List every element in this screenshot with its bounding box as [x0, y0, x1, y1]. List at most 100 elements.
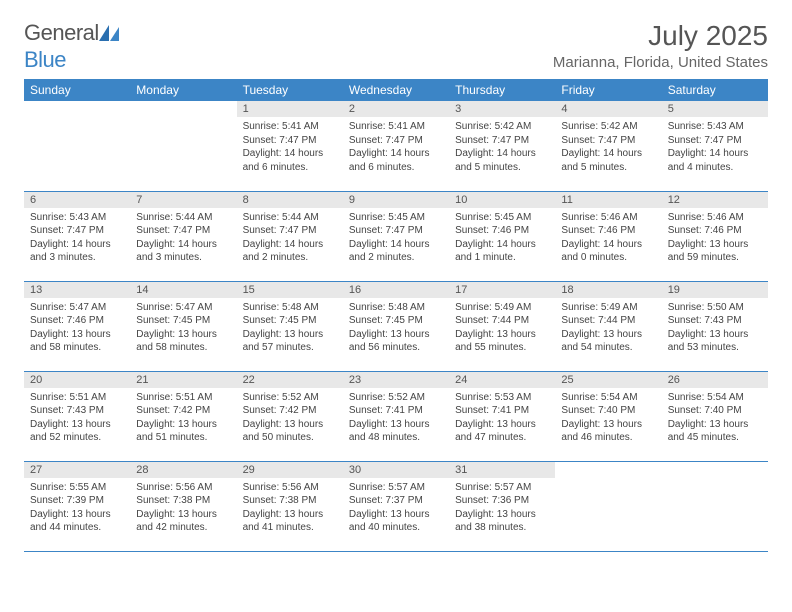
- day-header-tue: Tuesday: [237, 79, 343, 101]
- calendar-cell: 2Sunrise: 5:41 AMSunset: 7:47 PMDaylight…: [343, 101, 449, 191]
- sunrise-text: Sunrise: 5:41 AM: [243, 120, 337, 134]
- calendar-cell: 5Sunrise: 5:43 AMSunset: 7:47 PMDaylight…: [662, 101, 768, 191]
- sunset-text: Sunset: 7:43 PM: [30, 404, 124, 418]
- day-header-sat: Saturday: [662, 79, 768, 101]
- day-number: 16: [343, 282, 449, 298]
- sunset-text: Sunset: 7:47 PM: [243, 134, 337, 148]
- day-details: Sunrise: 5:48 AMSunset: 7:45 PMDaylight:…: [237, 298, 343, 359]
- sunset-text: Sunset: 7:47 PM: [30, 224, 124, 238]
- daylight-text: Daylight: 13 hours and 51 minutes.: [136, 418, 230, 445]
- sunset-text: Sunset: 7:39 PM: [30, 494, 124, 508]
- day-number: 6: [24, 192, 130, 208]
- daylight-text: Daylight: 13 hours and 41 minutes.: [243, 508, 337, 535]
- sunset-text: Sunset: 7:44 PM: [455, 314, 549, 328]
- day-details: Sunrise: 5:49 AMSunset: 7:44 PMDaylight:…: [449, 298, 555, 359]
- sunrise-text: Sunrise: 5:48 AM: [349, 301, 443, 315]
- sunrise-text: Sunrise: 5:44 AM: [243, 211, 337, 225]
- day-details: Sunrise: 5:44 AMSunset: 7:47 PMDaylight:…: [130, 208, 236, 269]
- sunset-text: Sunset: 7:37 PM: [349, 494, 443, 508]
- sunset-text: Sunset: 7:36 PM: [455, 494, 549, 508]
- daylight-text: Daylight: 13 hours and 42 minutes.: [136, 508, 230, 535]
- day-number: 26: [662, 372, 768, 388]
- calendar-cell: 6Sunrise: 5:43 AMSunset: 7:47 PMDaylight…: [24, 191, 130, 281]
- day-header-mon: Monday: [130, 79, 236, 101]
- calendar-cell: 27Sunrise: 5:55 AMSunset: 7:39 PMDayligh…: [24, 461, 130, 551]
- sunrise-text: Sunrise: 5:57 AM: [455, 481, 549, 495]
- day-details: Sunrise: 5:50 AMSunset: 7:43 PMDaylight:…: [662, 298, 768, 359]
- calendar-cell: 1Sunrise: 5:41 AMSunset: 7:47 PMDaylight…: [237, 101, 343, 191]
- sunset-text: Sunset: 7:42 PM: [136, 404, 230, 418]
- title-block: July 2025 Marianna, Florida, United Stat…: [553, 20, 768, 71]
- sunset-text: Sunset: 7:47 PM: [561, 134, 655, 148]
- sunset-text: Sunset: 7:46 PM: [668, 224, 762, 238]
- calendar-cell: 29Sunrise: 5:56 AMSunset: 7:38 PMDayligh…: [237, 461, 343, 551]
- day-details: Sunrise: 5:46 AMSunset: 7:46 PMDaylight:…: [662, 208, 768, 269]
- day-number: 24: [449, 372, 555, 388]
- sunrise-text: Sunrise: 5:56 AM: [243, 481, 337, 495]
- day-details: Sunrise: 5:52 AMSunset: 7:41 PMDaylight:…: [343, 388, 449, 449]
- daylight-text: Daylight: 13 hours and 50 minutes.: [243, 418, 337, 445]
- day-details: Sunrise: 5:57 AMSunset: 7:37 PMDaylight:…: [343, 478, 449, 539]
- day-details: Sunrise: 5:55 AMSunset: 7:39 PMDaylight:…: [24, 478, 130, 539]
- calendar-cell: 24Sunrise: 5:53 AMSunset: 7:41 PMDayligh…: [449, 371, 555, 461]
- day-details: Sunrise: 5:42 AMSunset: 7:47 PMDaylight:…: [449, 117, 555, 178]
- day-number: 15: [237, 282, 343, 298]
- daylight-text: Daylight: 14 hours and 2 minutes.: [243, 238, 337, 265]
- sunset-text: Sunset: 7:47 PM: [455, 134, 549, 148]
- sunrise-text: Sunrise: 5:56 AM: [136, 481, 230, 495]
- calendar-cell: 16Sunrise: 5:48 AMSunset: 7:45 PMDayligh…: [343, 281, 449, 371]
- day-number: 12: [662, 192, 768, 208]
- calendar-cell: 13Sunrise: 5:47 AMSunset: 7:46 PMDayligh…: [24, 281, 130, 371]
- sunrise-text: Sunrise: 5:52 AM: [349, 391, 443, 405]
- calendar-cell: 26Sunrise: 5:54 AMSunset: 7:40 PMDayligh…: [662, 371, 768, 461]
- day-number: 14: [130, 282, 236, 298]
- sunset-text: Sunset: 7:41 PM: [349, 404, 443, 418]
- day-number: 11: [555, 192, 661, 208]
- sunset-text: Sunset: 7:38 PM: [243, 494, 337, 508]
- day-number: 23: [343, 372, 449, 388]
- sunset-text: Sunset: 7:40 PM: [561, 404, 655, 418]
- sunset-text: Sunset: 7:45 PM: [243, 314, 337, 328]
- daylight-text: Daylight: 13 hours and 52 minutes.: [30, 418, 124, 445]
- day-details: Sunrise: 5:48 AMSunset: 7:45 PMDaylight:…: [343, 298, 449, 359]
- sunrise-text: Sunrise: 5:45 AM: [349, 211, 443, 225]
- day-details: Sunrise: 5:57 AMSunset: 7:36 PMDaylight:…: [449, 478, 555, 539]
- day-number: 20: [24, 372, 130, 388]
- day-details: Sunrise: 5:43 AMSunset: 7:47 PMDaylight:…: [662, 117, 768, 178]
- sunset-text: Sunset: 7:47 PM: [349, 224, 443, 238]
- day-number: 2: [343, 101, 449, 117]
- sunrise-text: Sunrise: 5:47 AM: [136, 301, 230, 315]
- day-number: 4: [555, 101, 661, 117]
- day-number: [24, 101, 130, 117]
- header: GeneralBlue July 2025 Marianna, Florida,…: [24, 20, 768, 73]
- daylight-text: Daylight: 13 hours and 48 minutes.: [349, 418, 443, 445]
- calendar-table: Sunday Monday Tuesday Wednesday Thursday…: [24, 79, 768, 552]
- day-number: 28: [130, 462, 236, 478]
- calendar-cell: 18Sunrise: 5:49 AMSunset: 7:44 PMDayligh…: [555, 281, 661, 371]
- calendar-cell: 9Sunrise: 5:45 AMSunset: 7:47 PMDaylight…: [343, 191, 449, 281]
- day-number: 17: [449, 282, 555, 298]
- sunrise-text: Sunrise: 5:46 AM: [668, 211, 762, 225]
- daylight-text: Daylight: 14 hours and 5 minutes.: [561, 147, 655, 174]
- daylight-text: Daylight: 13 hours and 56 minutes.: [349, 328, 443, 355]
- daylight-text: Daylight: 14 hours and 6 minutes.: [349, 147, 443, 174]
- calendar-cell: 22Sunrise: 5:52 AMSunset: 7:42 PMDayligh…: [237, 371, 343, 461]
- sunrise-text: Sunrise: 5:51 AM: [136, 391, 230, 405]
- day-details: Sunrise: 5:47 AMSunset: 7:46 PMDaylight:…: [24, 298, 130, 359]
- day-details: Sunrise: 5:41 AMSunset: 7:47 PMDaylight:…: [343, 117, 449, 178]
- calendar-cell: [555, 461, 661, 551]
- daylight-text: Daylight: 14 hours and 0 minutes.: [561, 238, 655, 265]
- day-details: Sunrise: 5:51 AMSunset: 7:42 PMDaylight:…: [130, 388, 236, 449]
- sunrise-text: Sunrise: 5:48 AM: [243, 301, 337, 315]
- day-details: [555, 478, 661, 485]
- day-number: 5: [662, 101, 768, 117]
- calendar-cell: 25Sunrise: 5:54 AMSunset: 7:40 PMDayligh…: [555, 371, 661, 461]
- calendar-cell: 14Sunrise: 5:47 AMSunset: 7:45 PMDayligh…: [130, 281, 236, 371]
- sunset-text: Sunset: 7:47 PM: [243, 224, 337, 238]
- sunrise-text: Sunrise: 5:49 AM: [561, 301, 655, 315]
- sunset-text: Sunset: 7:38 PM: [136, 494, 230, 508]
- sunrise-text: Sunrise: 5:43 AM: [668, 120, 762, 134]
- day-header-row: Sunday Monday Tuesday Wednesday Thursday…: [24, 79, 768, 101]
- calendar-cell: 19Sunrise: 5:50 AMSunset: 7:43 PMDayligh…: [662, 281, 768, 371]
- brand-text: GeneralBlue: [24, 20, 119, 73]
